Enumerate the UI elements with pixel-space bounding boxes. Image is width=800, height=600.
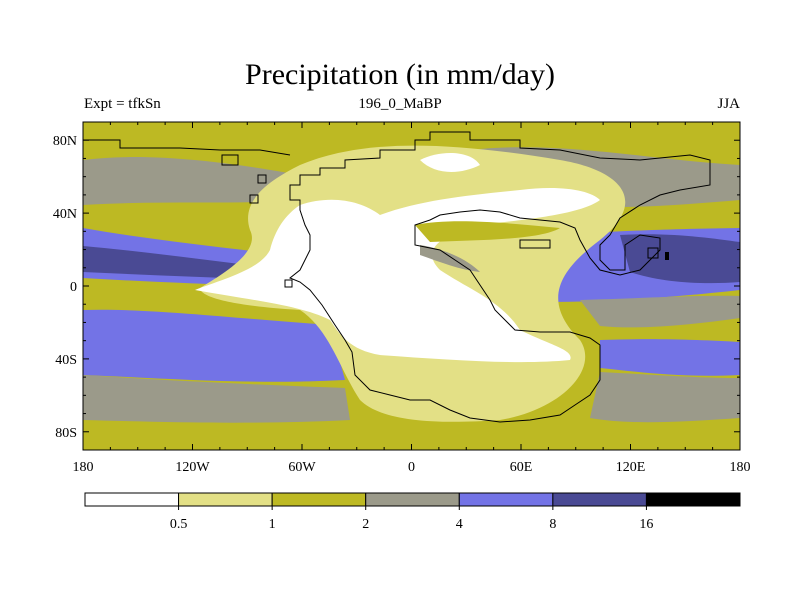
coastline [647, 247, 659, 259]
coastline [289, 131, 711, 423]
field-band [665, 252, 669, 260]
x-tick-label: 60W [288, 460, 316, 475]
field-band [580, 295, 740, 328]
field-band [620, 234, 740, 284]
colorbar-swatch [178, 492, 273, 507]
coastline [83, 139, 291, 156]
x-tick-label: 60E [510, 460, 533, 475]
colorbar-label: 1 [269, 517, 276, 532]
colorbar-swatch [458, 492, 554, 507]
colorbar-swatch [645, 492, 741, 507]
coastline [257, 174, 267, 184]
field-band [83, 375, 350, 423]
coastline [249, 194, 259, 204]
field-band [420, 153, 480, 172]
y-tick-label: 40N [53, 207, 77, 222]
field-band [195, 188, 600, 363]
colorbar-label: 2 [362, 517, 369, 532]
colorbar-swatch [365, 492, 460, 507]
colorbar-label: 8 [549, 517, 556, 532]
experiment-label: Expt = tfkSn [84, 96, 161, 112]
y-tick-label: 40S [55, 353, 77, 368]
field-band [420, 245, 480, 272]
x-tick-label: 120E [616, 460, 646, 475]
colorbar-swatch [84, 492, 180, 507]
field-band [415, 221, 560, 242]
x-tick-label: 120W [175, 460, 210, 475]
coastline [284, 279, 293, 288]
y-tick-label: 0 [70, 280, 77, 295]
colorbar-label: 0.5 [170, 517, 188, 532]
season-label: JJA [717, 96, 740, 112]
field-band [83, 309, 345, 382]
field-band [600, 339, 740, 376]
x-tick-label: 180 [73, 460, 94, 475]
age-label: 196_0_MaBP [358, 96, 442, 112]
colorbar-swatch [271, 492, 367, 507]
map-field [83, 122, 740, 450]
colorbar: 0.5 1 2 4 8 16 [84, 492, 741, 532]
colorbar-swatch [552, 492, 647, 507]
y-tick-label: 80N [53, 134, 77, 149]
x-tick-label: 180 [730, 460, 751, 475]
x-tick-label: 0 [408, 460, 415, 475]
chart-title: Precipitation (in mm/day) [245, 58, 555, 91]
field-band [590, 372, 740, 423]
y-tick-label: 80S [55, 426, 77, 441]
coastline [519, 239, 551, 249]
colorbar-label: 4 [456, 517, 463, 532]
colorbar-label: 16 [639, 517, 653, 532]
coastline [221, 154, 239, 166]
field-band [83, 157, 300, 205]
